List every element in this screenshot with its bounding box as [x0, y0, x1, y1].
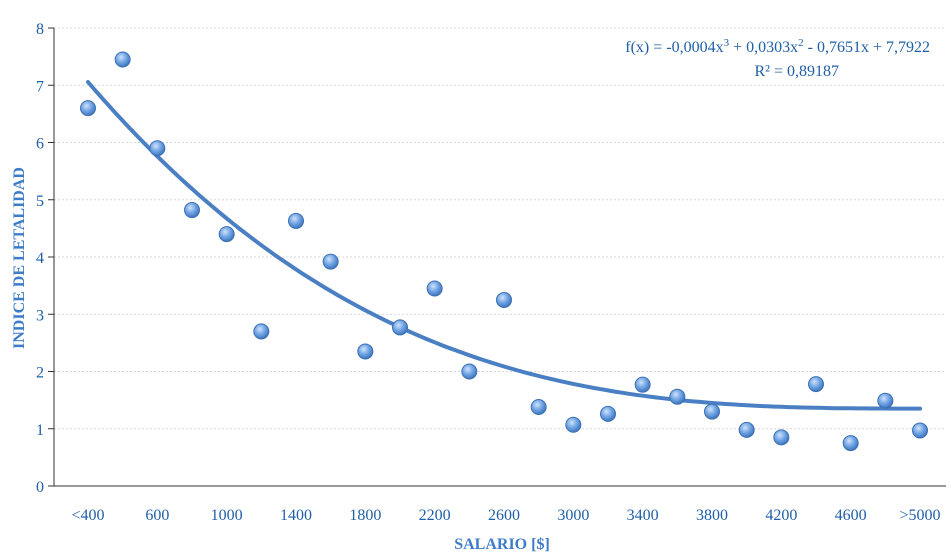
- x-axis-title: SALARIO [$]: [454, 536, 550, 553]
- data-point: [738, 421, 755, 438]
- data-point: [773, 429, 790, 446]
- y-tick-label: 1: [36, 422, 44, 439]
- data-point: [149, 140, 166, 157]
- data-point: [357, 343, 374, 360]
- y-tick-label: 7: [36, 78, 44, 95]
- data-point: [114, 51, 131, 68]
- y-tick-label: 2: [36, 365, 44, 382]
- data-point: [704, 403, 720, 420]
- data-point: [218, 226, 235, 243]
- data-point: [530, 398, 547, 415]
- data-points: [80, 51, 928, 452]
- x-tick-label: >5000: [899, 507, 940, 524]
- x-tick-label: 1000: [211, 507, 243, 524]
- y-tick-label: 4: [36, 250, 44, 267]
- data-point: [842, 435, 859, 452]
- data-point: [877, 392, 894, 409]
- data-point: [912, 422, 928, 439]
- y-tick-label: 8: [36, 21, 44, 38]
- x-tick-label: 4200: [765, 507, 797, 524]
- data-point: [253, 323, 270, 340]
- x-tick-label: 1400: [280, 507, 312, 524]
- y-tick-label: 6: [36, 136, 44, 153]
- x-tick-label: 2600: [488, 507, 520, 524]
- x-tick-label: 3800: [696, 507, 728, 524]
- x-tick-label: 3400: [627, 507, 659, 524]
- data-point: [669, 388, 686, 405]
- data-point: [565, 416, 582, 433]
- data-point: [322, 253, 339, 270]
- x-tick-label: 3000: [557, 507, 589, 524]
- x-tick-label: 4600: [835, 507, 867, 524]
- data-point: [808, 376, 824, 393]
- y-tick-label: 3: [36, 307, 44, 324]
- trendline: [86, 80, 922, 411]
- data-point: [288, 212, 304, 229]
- data-point: [184, 202, 200, 219]
- data-point: [426, 280, 443, 297]
- x-tick-label: <400: [71, 507, 104, 524]
- y-tick-label: 0: [36, 479, 44, 496]
- data-point: [496, 291, 512, 308]
- y-tick-label: 5: [36, 193, 44, 210]
- y-axis-ticks: 0 1 2 3 4 5 6 7 8: [36, 21, 54, 496]
- data-point: [461, 363, 478, 380]
- data-point: [634, 376, 651, 393]
- data-point: [600, 405, 616, 422]
- y-axis-title: INDICE DE LETALIDAD: [11, 167, 28, 349]
- grid: [54, 27, 946, 430]
- x-tick-label: 600: [145, 507, 169, 524]
- data-point: [392, 319, 408, 336]
- trendline-equation: f(x) = -0,0004x3 + 0,0303x2 - 0,7651x + …: [625, 37, 930, 56]
- x-tick-label: 2200: [419, 507, 451, 524]
- data-point: [80, 100, 96, 117]
- x-tick-label: 1800: [349, 507, 381, 524]
- r-squared-label: R² = 0,89187: [755, 63, 840, 80]
- x-axis-ticks: <400 600 1000 1400 1800 2200 2600 3000 3400 3800 4…: [71, 507, 940, 524]
